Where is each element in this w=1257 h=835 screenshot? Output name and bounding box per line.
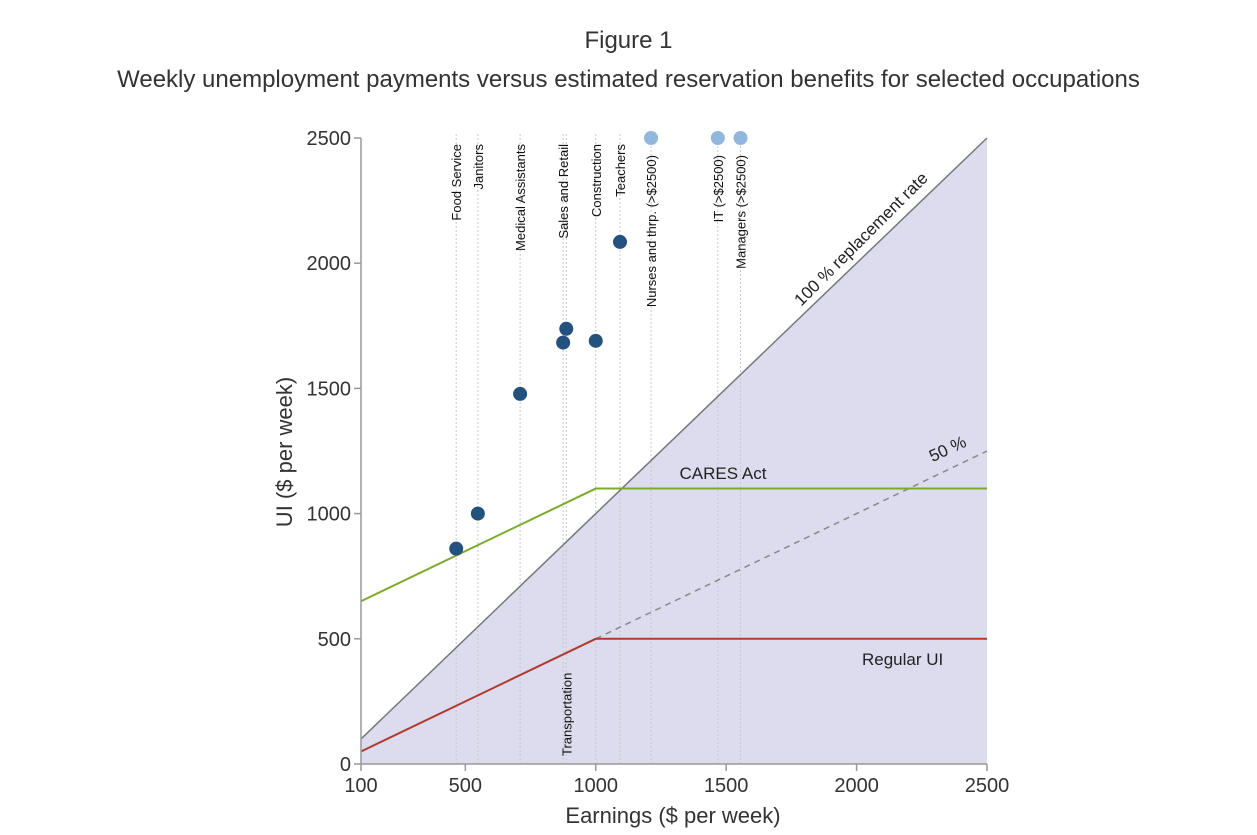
y-tick-label: 2500 — [307, 128, 352, 150]
occupation-point — [588, 333, 603, 348]
x-tick-label: 1500 — [704, 775, 749, 797]
occupation-point — [710, 131, 725, 145]
occupation-label: Construction — [589, 144, 604, 217]
x-tick-label: 1000 — [574, 775, 619, 797]
occupation-point — [470, 506, 485, 521]
occupation-label: Medical Assistants — [513, 144, 528, 251]
x-tick-label: 100 — [344, 775, 377, 797]
x-tick-label: 500 — [449, 775, 482, 797]
occupation-label: Food Service — [449, 144, 464, 221]
y-tick-label: 0 — [340, 754, 351, 776]
line-layer — [360, 137, 988, 753]
axes-layer: 0 500 1000 1500 2000 2500 100 500 1000 1500 2000 25… — [307, 128, 1010, 797]
shaded-region — [361, 138, 987, 764]
y-tick-label: 1000 — [307, 504, 352, 526]
occupation-label: IT (>$2500) — [711, 155, 726, 222]
occupation-label: Sales and Retail — [556, 144, 571, 239]
occupation-guide-layer — [455, 134, 742, 764]
y-tick-label: 2000 — [307, 253, 352, 275]
occupation-point — [513, 386, 528, 401]
figure-title: Weekly unemployment payments versus esti… — [117, 66, 1140, 93]
occupation-label: Transportation — [559, 673, 574, 756]
occupation-label: Teachers — [613, 144, 628, 197]
occupation-label: Nurses and thrp. (>$2500) — [644, 155, 659, 307]
series-line — [360, 637, 987, 753]
y-tick-label: 500 — [318, 629, 351, 651]
line-annotation: CARES Act — [680, 464, 767, 483]
occupation-point — [733, 131, 748, 145]
line-annotation: Regular UI — [862, 650, 943, 669]
occupation-label: Janitors — [471, 144, 486, 190]
figure-label: Figure 1 — [584, 27, 673, 54]
y-tick-label: 1500 — [307, 378, 352, 400]
series-line — [360, 487, 987, 603]
x-tick-label: 2500 — [965, 775, 1010, 797]
occupation-point — [556, 335, 571, 350]
occupation-point — [449, 541, 464, 556]
x-axis-title: Earnings ($ per week) — [565, 803, 780, 828]
series-line — [360, 137, 988, 740]
occupation-point — [644, 131, 659, 145]
point-layer — [449, 131, 748, 556]
occupation-point — [613, 234, 628, 249]
occupation-point — [559, 321, 574, 336]
y-axis-title: UI ($ per week) — [272, 377, 297, 527]
x-tick-label: 2000 — [834, 775, 879, 797]
shaded-region-layer — [361, 138, 987, 764]
occupation-label: Managers (>$2500) — [734, 155, 749, 269]
